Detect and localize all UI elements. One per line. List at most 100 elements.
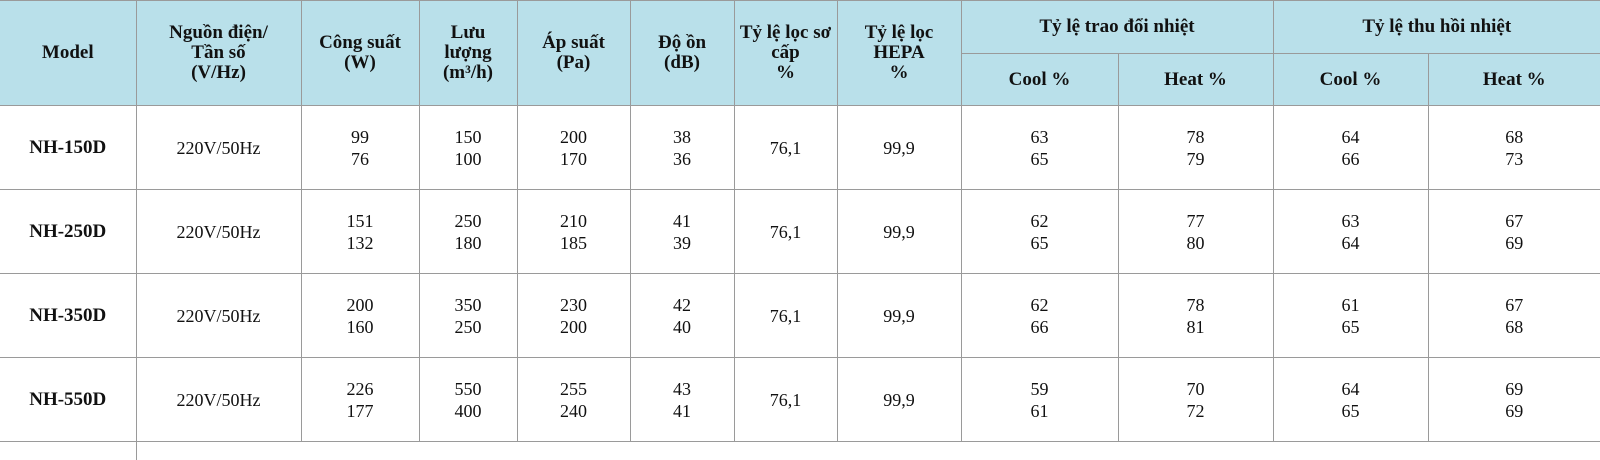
recovery-cool-low: 66 [1341, 148, 1360, 169]
exchange-cool-low: 65 [1030, 148, 1049, 169]
model-cell: NH-150D [0, 105, 137, 190]
exchange-heat-low: 80 [1186, 232, 1205, 253]
header-exchange-cool: Cool % [960, 53, 1119, 106]
table-header: Model Nguồn điện/Tần số (V/Hz) Công suất(… [0, 0, 1600, 106]
noise-cell: 42 40 [629, 273, 735, 358]
pressure-low: 200 [560, 316, 587, 337]
pressure-low: 185 [560, 232, 587, 253]
exchange-cool-low: 66 [1030, 316, 1049, 337]
airflow-high: 150 [454, 126, 482, 147]
pressure-high: 210 [560, 210, 587, 231]
header-heat-exchange: Tỷ lệ trao đổi nhiệt [960, 0, 1274, 54]
empty-cell [0, 441, 137, 460]
exchange-cool-cell: 62 66 [960, 273, 1119, 358]
noise-low: 41 [673, 400, 691, 421]
recovery-heat-cell: 67 69 [1427, 189, 1600, 274]
power-low: 76 [351, 148, 369, 169]
airflow-cell: 250 180 [418, 189, 518, 274]
header-airflow-text: Lưu lượng (m³/h) [442, 22, 494, 83]
hepa-filter-cell: 99,9 [836, 189, 962, 274]
header-heat-recovery: Tỷ lệ thu hồi nhiệt [1272, 0, 1600, 54]
supply-cell: 220V/50Hz [135, 105, 302, 190]
exchange-heat-high: 78 [1186, 294, 1205, 315]
exchange-heat-cell: 78 79 [1117, 105, 1274, 190]
header-hepa-filter: Tỷ lệ lọc HEPA% [836, 0, 962, 106]
hepa-filter-cell: 99,9 [836, 357, 962, 442]
header-primary-filter: Tỷ lệ lọc sơ cấp% [733, 0, 838, 106]
recovery-cool-cell: 64 65 [1272, 357, 1429, 442]
power-cell: 99 76 [300, 105, 420, 190]
exchange-cool-low: 65 [1030, 232, 1049, 253]
power-cell: 226 177 [300, 357, 420, 442]
exchange-cool-high: 63 [1030, 126, 1049, 147]
primary-filter-cell: 76,1 [733, 189, 838, 274]
airflow-low: 100 [454, 148, 482, 169]
recovery-heat-cell: 67 68 [1427, 273, 1600, 358]
header-noise: Độ ồn (dB) [629, 0, 735, 106]
airflow-low: 250 [454, 316, 482, 337]
primary-filter-cell: 76,1 [733, 357, 838, 442]
pressure-high: 255 [560, 378, 587, 399]
recovery-cool-cell: 61 65 [1272, 273, 1429, 358]
header-hepa-filter-text: Tỷ lệ lọc HEPA% [864, 22, 934, 83]
exchange-cool-high: 62 [1030, 210, 1049, 231]
header-airflow: Lưu lượng (m³/h) [418, 0, 518, 106]
exchange-heat-low: 81 [1186, 316, 1205, 337]
header-power: Công suất (W) [300, 0, 420, 106]
noise-low: 36 [673, 148, 691, 169]
recovery-cool-high: 64 [1341, 126, 1360, 147]
recovery-heat-low: 73 [1505, 148, 1524, 169]
recovery-heat-low: 69 [1505, 232, 1524, 253]
supply-cell: 220V/50Hz [135, 189, 302, 274]
recovery-heat-cell: 68 73 [1427, 105, 1600, 190]
recovery-cool-high: 61 [1341, 294, 1360, 315]
primary-filter-cell: 76,1 [733, 273, 838, 358]
pressure-low: 240 [560, 400, 587, 421]
noise-high: 43 [673, 378, 691, 399]
pressure-high: 200 [560, 126, 587, 147]
recovery-heat-cell: 69 69 [1427, 357, 1600, 442]
recovery-cool-low: 65 [1341, 316, 1360, 337]
power-low: 160 [346, 316, 374, 337]
recovery-heat-low: 68 [1505, 316, 1524, 337]
airflow-low: 180 [454, 232, 482, 253]
airflow-high: 250 [454, 210, 482, 231]
table-row: NH-350D 220V/50Hz 200 160 350 250 230 200 4… [0, 273, 1600, 358]
table-row: NH-250D 220V/50Hz 151 132 250 180 210 185 4… [0, 189, 1600, 274]
model-cell: NH-350D [0, 273, 137, 358]
exchange-cool-high: 62 [1030, 294, 1049, 315]
exchange-heat-low: 79 [1186, 148, 1205, 169]
empty-cell [135, 441, 1600, 460]
exchange-cool-cell: 62 65 [960, 189, 1119, 274]
header-row-1: Model Nguồn điện/Tần số (V/Hz) Công suất(… [0, 0, 1600, 106]
pressure-low: 170 [560, 148, 587, 169]
noise-high: 38 [673, 126, 691, 147]
noise-high: 42 [673, 294, 691, 315]
header-pressure: Áp suất (Pa) [516, 0, 631, 106]
exchange-cool-low: 61 [1030, 400, 1049, 421]
supply-cell: 220V/50Hz [135, 273, 302, 358]
exchange-cool-high: 59 [1030, 378, 1049, 399]
model-cell: NH-250D [0, 189, 137, 274]
header-primary-filter-text: Tỷ lệ lọc sơ cấp% [739, 22, 832, 83]
header-recovery-cool: Cool % [1272, 53, 1429, 106]
pressure-cell: 230 200 [516, 273, 631, 358]
recovery-heat-high: 67 [1505, 294, 1524, 315]
header-power-text: Công suất (W) [319, 32, 401, 73]
power-cell: 151 132 [300, 189, 420, 274]
power-high: 200 [346, 294, 374, 315]
power-cell: 200 160 [300, 273, 420, 358]
noise-high: 41 [673, 210, 691, 231]
exchange-heat-high: 77 [1186, 210, 1205, 231]
recovery-heat-high: 67 [1505, 210, 1524, 231]
table-row-partial [0, 441, 1600, 460]
table-body: NH-150D 220V/50Hz 99 76 150 100 200 170 38 3… [0, 105, 1600, 460]
table-row: NH-550D 220V/50Hz 226 177 550 400 255 240 4… [0, 357, 1600, 442]
recovery-cool-low: 64 [1341, 232, 1360, 253]
power-high: 226 [346, 378, 374, 399]
noise-cell: 43 41 [629, 357, 735, 442]
power-high: 151 [346, 210, 374, 231]
power-low: 177 [346, 400, 374, 421]
airflow-cell: 150 100 [418, 105, 518, 190]
